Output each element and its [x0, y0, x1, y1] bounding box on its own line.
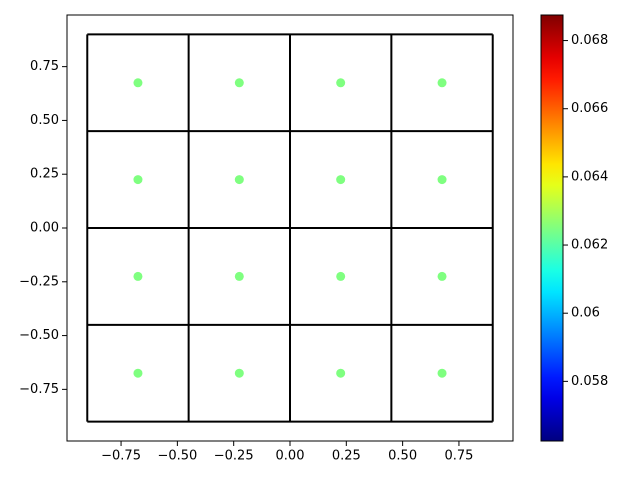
x-tick-label: 0.75	[444, 449, 473, 464]
point	[234, 271, 244, 281]
y-tick-label: 0.00	[30, 221, 59, 236]
y-tick-label: 0.50	[30, 113, 59, 128]
point	[437, 175, 447, 185]
y-tick-label: 0.75	[30, 59, 59, 74]
point	[336, 368, 346, 378]
y-tick-label: −0.75	[19, 382, 59, 397]
y-tick-label: −0.50	[19, 328, 59, 343]
colorbar-tick-label: 0.06	[571, 306, 600, 321]
x-tick-label: −0.50	[157, 449, 197, 464]
colorbar-tick-label: 0.066	[571, 101, 608, 116]
point	[336, 175, 346, 185]
point	[133, 271, 143, 281]
point	[437, 271, 447, 281]
x-tick-label: 0.50	[388, 449, 417, 464]
point	[437, 368, 447, 378]
y-tick-label: −0.25	[19, 274, 59, 289]
x-tick-label: 0.00	[276, 449, 305, 464]
colorbar-tick-label: 0.062	[571, 238, 608, 253]
x-tick-label: −0.25	[214, 449, 254, 464]
point	[234, 368, 244, 378]
point	[336, 78, 346, 88]
y-tick-label: 0.25	[30, 167, 59, 182]
point	[234, 78, 244, 88]
x-tick-label: 0.25	[332, 449, 361, 464]
point	[133, 175, 143, 185]
colorbar	[540, 14, 564, 442]
x-tick-label: −0.75	[101, 449, 141, 464]
colorbar-tick-label: 0.058	[571, 374, 608, 389]
colorbar-tick-label: 0.068	[571, 33, 608, 48]
point	[437, 78, 447, 88]
point	[133, 368, 143, 378]
point	[336, 271, 346, 281]
point	[133, 78, 143, 88]
point	[234, 175, 244, 185]
colorbar-tick-label: 0.064	[571, 169, 608, 184]
